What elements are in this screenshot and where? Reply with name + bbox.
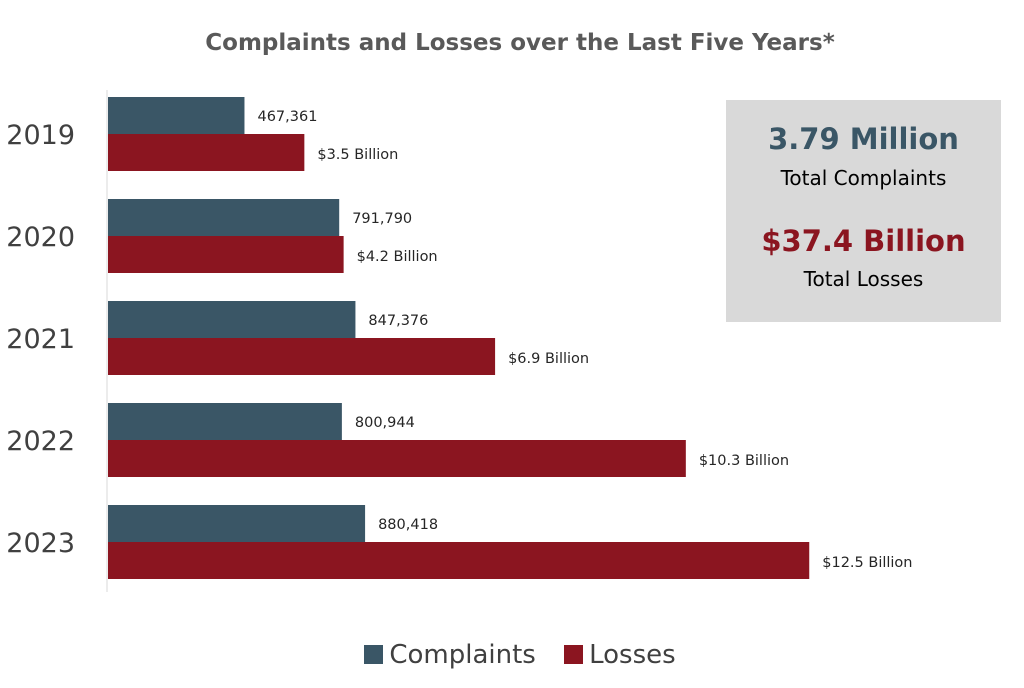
bar-losses-2022 — [108, 440, 686, 477]
data-label-complaints-2019: 467,361 — [257, 109, 317, 125]
legend-label-complaints: Complaints — [389, 640, 536, 670]
legend-item-complaints: Complaints — [364, 640, 536, 670]
bar-complaints-2020 — [108, 199, 340, 236]
summary-box: 3.79 Million Total Complaints $37.4 Bill… — [726, 100, 1001, 322]
data-label-losses-2020: $4.2 Billion — [357, 249, 438, 265]
data-label-losses-2019: $3.5 Billion — [317, 147, 398, 163]
legend-item-losses: Losses — [564, 640, 676, 670]
bar-losses-2019 — [108, 134, 305, 171]
total-losses-label: Total Losses — [803, 267, 924, 291]
chart-title: Complaints and Losses over the Last Five… — [205, 30, 835, 56]
data-label-losses-2023: $12.5 Billion — [822, 555, 912, 571]
bar-complaints-2023 — [108, 505, 366, 542]
bar-complaints-2019 — [108, 97, 245, 134]
y-tick-label-2023: 2023 — [6, 528, 75, 559]
y-tick-label-2019: 2019 — [6, 120, 75, 151]
bar-complaints-2021 — [108, 301, 356, 338]
total-complaints-label: Total Complaints — [780, 166, 947, 190]
legend-label-losses: Losses — [589, 640, 676, 670]
data-label-complaints-2021: 847,376 — [368, 313, 428, 329]
data-label-complaints-2020: 791,790 — [352, 211, 412, 227]
total-complaints-value: 3.79 Million — [768, 122, 959, 156]
data-label-complaints-2023: 880,418 — [378, 517, 438, 533]
bar-complaints-2022 — [108, 403, 342, 440]
data-label-losses-2022: $10.3 Billion — [699, 453, 789, 469]
y-tick-label-2022: 2022 — [6, 426, 75, 457]
bar-losses-2020 — [108, 236, 344, 273]
y-tick-label-2020: 2020 — [6, 222, 75, 253]
data-label-losses-2021: $6.9 Billion — [508, 351, 589, 367]
chart-legend: Complaints Losses — [0, 640, 1024, 670]
legend-swatch-losses — [564, 645, 584, 664]
y-tick-label-2021: 2021 — [6, 324, 75, 355]
legend-swatch-complaints — [364, 645, 384, 664]
bar-losses-2021 — [108, 338, 496, 375]
total-losses-value: $37.4 Billion — [761, 224, 966, 258]
bar-losses-2023 — [108, 542, 810, 579]
data-label-complaints-2022: 800,944 — [355, 415, 415, 431]
